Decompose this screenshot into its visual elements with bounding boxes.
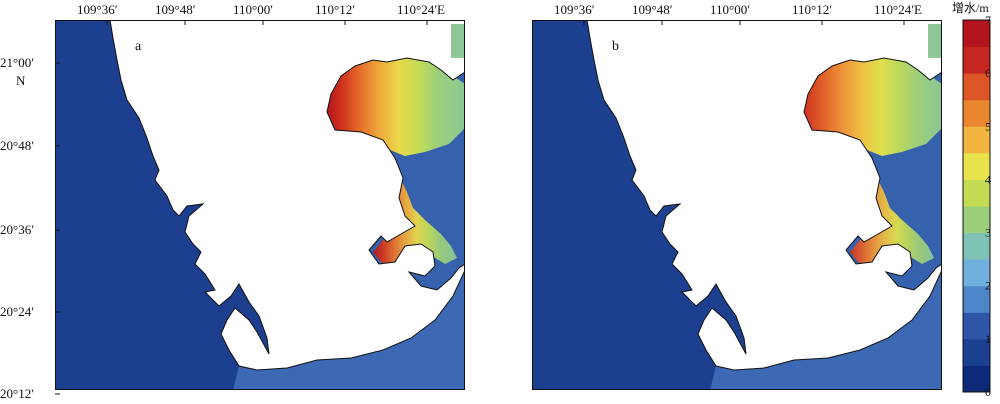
map-panel-a: a 109°36′ 109°48′ 110°00′ 110°12′ 110°24′E bbox=[55, 2, 465, 390]
colorbar-band bbox=[963, 152, 990, 180]
colorbar-band bbox=[963, 73, 990, 101]
colorbar-title: 增水/m bbox=[952, 1, 989, 15]
surge-colorbar: 7 6 5 4 3 2 1 0 增水/m bbox=[952, 1, 991, 399]
lon-tick-label: 109°48′ bbox=[155, 2, 196, 17]
colorbar-band bbox=[963, 99, 990, 127]
map-frame bbox=[532, 20, 942, 390]
colorbar-band bbox=[963, 126, 990, 154]
colorbar-band bbox=[963, 46, 990, 74]
lat-tick-label: 20°12′ bbox=[0, 386, 34, 401]
panel-label: b bbox=[612, 39, 619, 54]
lon-tick-label: 110°24′E bbox=[397, 2, 445, 17]
latitude-axis: 21°00′ 20°48′ 20°36′ 20°24′ 20°12′ N bbox=[0, 55, 60, 401]
colorbar-band bbox=[963, 206, 990, 234]
colorbar-frame bbox=[962, 19, 991, 393]
map-frame bbox=[55, 20, 465, 390]
colorbar-tick-label: 1 bbox=[985, 332, 991, 346]
colorbar-tick-label: 2 bbox=[985, 279, 991, 293]
colorbar-band bbox=[963, 338, 990, 366]
colorbar-tick-label: 3 bbox=[985, 226, 991, 240]
colorbar-band bbox=[963, 365, 990, 393]
colorbar-band bbox=[963, 285, 990, 313]
panel-label: a bbox=[135, 39, 142, 54]
south-bay bbox=[710, 270, 942, 390]
east-sea-strip bbox=[451, 24, 465, 58]
lon-tick-label: 110°00′ bbox=[710, 2, 750, 17]
colorbar-band bbox=[963, 259, 990, 287]
colorbar-band bbox=[963, 232, 990, 260]
colorbar-tick-label: 7 bbox=[985, 13, 991, 27]
lat-tick-label: 20°24′ bbox=[0, 304, 34, 319]
lon-tick-label: 109°48′ bbox=[632, 2, 673, 17]
colorbar-tick-label: 5 bbox=[985, 119, 991, 133]
colorbar-tick-label: 6 bbox=[985, 66, 991, 80]
land-mass bbox=[586, 20, 942, 371]
colorbar-band bbox=[963, 20, 990, 48]
colorbar-band bbox=[963, 179, 990, 207]
map-panel-b: b 109°36′ 109°48′ 110°00′ 110°12′ 110°24′E bbox=[532, 2, 942, 390]
south-bay bbox=[233, 270, 465, 390]
land-mass bbox=[109, 20, 465, 371]
lat-tick-label: 20°36′ bbox=[0, 222, 34, 237]
lon-tick-label: 109°36′ bbox=[77, 2, 118, 17]
colorbar-tick-label: 4 bbox=[985, 172, 991, 186]
west-coastal-sea bbox=[55, 20, 269, 390]
colorbar-tick-label: 0 bbox=[985, 385, 991, 399]
lat-hemisphere-label: N bbox=[16, 73, 26, 88]
lon-tick-label: 110°00′ bbox=[233, 2, 273, 17]
east-sea-strip bbox=[928, 24, 942, 58]
colorbar-band bbox=[963, 312, 990, 340]
lon-tick-label: 110°12′ bbox=[792, 2, 832, 17]
lat-tick-label: 20°48′ bbox=[0, 138, 34, 153]
lat-tick-label: 21°00′ bbox=[0, 55, 34, 70]
lon-tick-label: 109°36′ bbox=[554, 2, 595, 17]
lon-tick-label: 110°24′E bbox=[874, 2, 922, 17]
lon-tick-label: 110°12′ bbox=[315, 2, 355, 17]
west-coastal-sea bbox=[532, 20, 746, 390]
